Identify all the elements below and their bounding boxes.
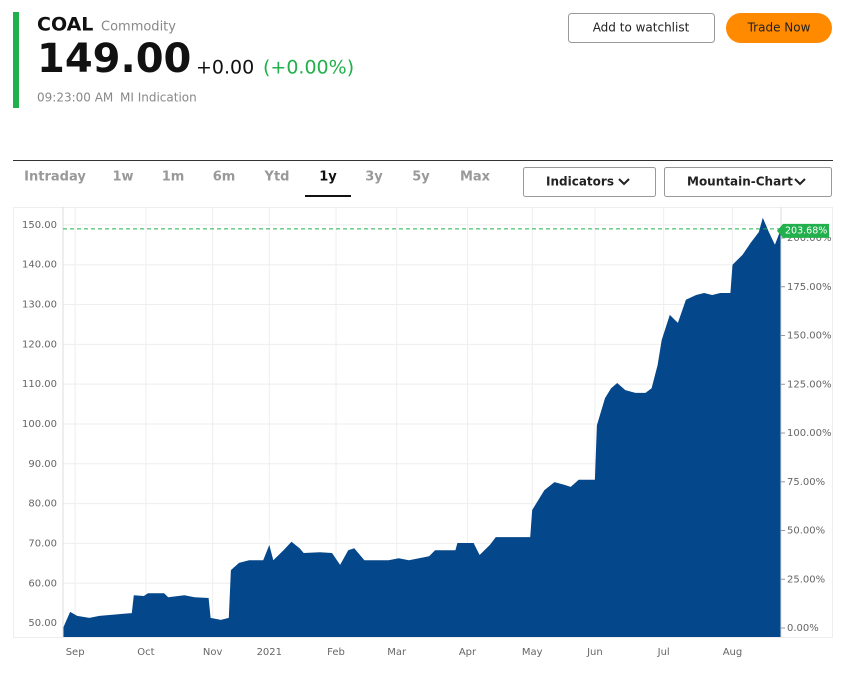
y2-tick-label: 150.00% <box>787 331 832 342</box>
source: MI Indication <box>120 91 197 105</box>
chevron <box>618 178 630 186</box>
range-tab[interactable]: 1w <box>112 170 133 185</box>
trade-label[interactable]: Trade Now <box>747 21 811 35</box>
watchlist-button[interactable] <box>568 13 715 43</box>
change-percent: (+0.00%) <box>263 57 354 79</box>
chevron <box>794 178 806 186</box>
y-tick-label: 150.00 <box>22 220 57 231</box>
range-tab[interactable]: Max <box>460 170 491 185</box>
price: 149.00 <box>37 36 191 82</box>
x-tick-label: Apr <box>459 647 477 658</box>
y-tick-label: 110.00 <box>22 379 57 390</box>
y-tick-label: 50.00 <box>28 618 57 629</box>
range-tab[interactable]: 6m <box>213 170 236 185</box>
range-tab[interactable]: 5y <box>412 170 430 185</box>
x-tick-label: Jun <box>586 647 603 658</box>
ticker: COAL <box>37 14 93 36</box>
y2-tick-label: 0.00% <box>787 623 819 634</box>
range-tab[interactable]: Ytd <box>264 170 290 185</box>
x-tick-label: Feb <box>327 647 345 658</box>
y2-tick-label: 100.00% <box>787 428 832 439</box>
y-tick-label: 70.00 <box>28 538 57 549</box>
y-tick-label: 140.00 <box>22 260 57 271</box>
y2-tick-label: 75.00% <box>787 477 825 488</box>
x-tick-label: Aug <box>723 647 743 658</box>
change: +0.00 <box>196 57 254 79</box>
chart-type-menu[interactable] <box>664 167 832 197</box>
time: 09:23:00 AM <box>37 91 113 105</box>
area <box>63 217 781 637</box>
trade-button[interactable] <box>726 13 832 43</box>
range-tab[interactable]: 1m <box>162 170 185 185</box>
x-tick-label: Mar <box>387 647 407 658</box>
accent-bar <box>13 12 19 108</box>
y2-tick-label: 175.00% <box>787 282 832 293</box>
watchlist-label[interactable]: Add to watchlist <box>593 21 690 35</box>
range-tab[interactable]: 1y <box>319 170 337 185</box>
asset-class: Commodity <box>101 20 176 35</box>
change-badge-label: 203.68% <box>785 225 827 236</box>
range-tab[interactable]: 3y <box>365 170 383 185</box>
range-tab[interactable]: Intraday <box>24 170 86 185</box>
y-tick-label: 60.00 <box>28 578 57 589</box>
y-tick-label: 90.00 <box>28 459 57 470</box>
chart-frame <box>13 207 833 638</box>
x-tick-label: 2021 <box>257 647 282 658</box>
indicators-menu[interactable] <box>523 167 656 197</box>
x-tick-label: Jul <box>657 647 670 658</box>
y2-tick-label: 200.00% <box>787 233 832 244</box>
x-tick-label: Sep <box>66 647 85 658</box>
x-tick-label: Oct <box>137 647 154 658</box>
y-tick-label: 130.00 <box>22 300 57 311</box>
x-tick-label: Nov <box>203 647 223 658</box>
y2-tick-label: 50.00% <box>787 526 825 537</box>
menu-label[interactable]: Indicators <box>546 175 614 189</box>
x-tick-label: May <box>522 647 543 658</box>
change-badge <box>777 223 829 238</box>
y-tick-label: 120.00 <box>22 339 57 350</box>
y-tick-label: 100.00 <box>22 419 57 430</box>
y-tick-label: 80.00 <box>28 499 57 510</box>
y2-tick-label: 125.00% <box>787 379 832 390</box>
menu-label[interactable]: Mountain-Chart <box>687 175 793 189</box>
y2-tick-label: 25.00% <box>787 574 825 585</box>
